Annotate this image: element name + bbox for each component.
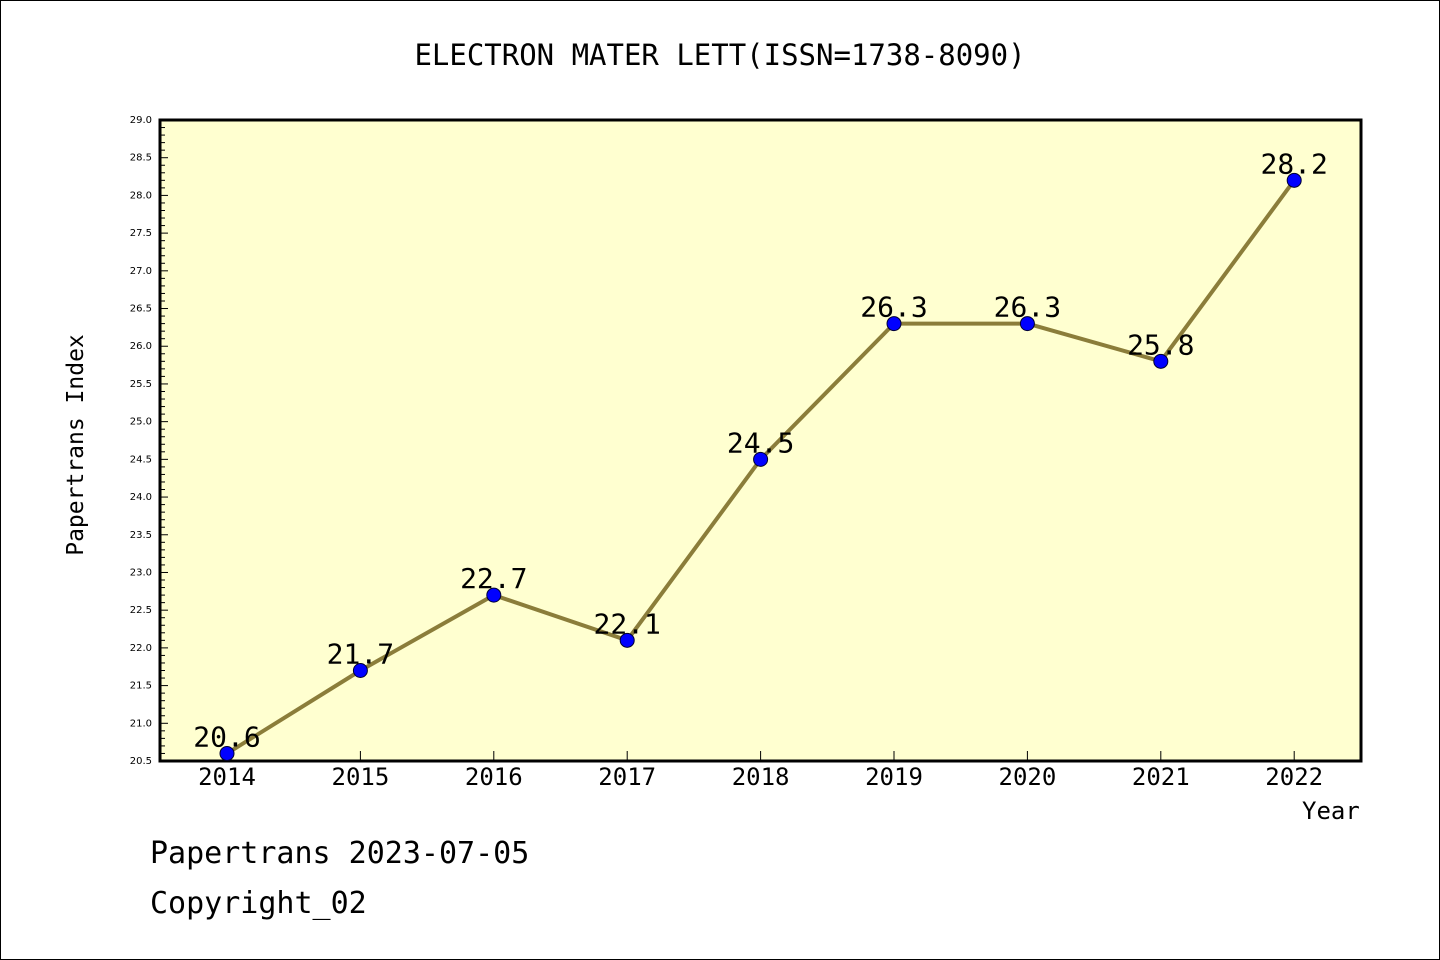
data-label: 21.7 bbox=[327, 638, 394, 671]
x-tick-label: 2019 bbox=[865, 763, 923, 791]
y-tick-label: 21.0 bbox=[130, 718, 152, 729]
data-label: 22.7 bbox=[460, 562, 527, 595]
chart-title: ELECTRON MATER LETT(ISSN=1738-8090) bbox=[414, 38, 1026, 72]
x-tick-label: 2015 bbox=[332, 763, 390, 791]
data-point bbox=[1019, 316, 1035, 332]
data-label: 26.3 bbox=[860, 291, 927, 324]
x-tick-label: 2014 bbox=[198, 763, 256, 791]
data-point bbox=[219, 745, 235, 761]
y-tick-label: 23.5 bbox=[130, 530, 152, 541]
y-tick-label: 21.5 bbox=[130, 681, 152, 692]
x-tick-label: 2021 bbox=[1132, 763, 1190, 791]
y-tick-label: 25.5 bbox=[130, 379, 152, 390]
y-tick-label: 27.5 bbox=[130, 228, 152, 239]
data-label: 28.2 bbox=[1260, 147, 1327, 180]
footer-copyright: Copyright_02 bbox=[150, 886, 367, 921]
data-label: 22.1 bbox=[593, 607, 660, 640]
y-tick-label: 22.5 bbox=[130, 605, 152, 616]
plot-area bbox=[158, 118, 1363, 763]
y-tick-label: 20.5 bbox=[130, 756, 152, 767]
x-tick-label: 2020 bbox=[999, 763, 1057, 791]
x-tick-label: 2022 bbox=[1265, 763, 1323, 791]
data-label: 24.5 bbox=[727, 426, 794, 459]
data-label: 20.6 bbox=[193, 720, 260, 753]
y-tick-label: 28.0 bbox=[130, 190, 152, 201]
y-tick-label: 22.0 bbox=[130, 643, 152, 654]
data-point bbox=[886, 316, 902, 332]
data-point bbox=[1153, 353, 1169, 369]
y-tick-label: 26.0 bbox=[130, 341, 152, 352]
data-point bbox=[619, 632, 635, 648]
y-tick-label: 29.0 bbox=[130, 115, 152, 126]
footer-date: Papertrans 2023-07-05 bbox=[150, 836, 530, 871]
x-tick-label: 2018 bbox=[732, 763, 790, 791]
y-tick-label: 24.0 bbox=[130, 492, 152, 503]
y-tick-label: 28.5 bbox=[130, 153, 152, 164]
data-point bbox=[486, 587, 502, 603]
y-tick-label: 26.5 bbox=[130, 304, 152, 315]
x-tick-label: 2017 bbox=[598, 763, 656, 791]
y-tick-label: 27.0 bbox=[130, 266, 152, 277]
y-tick-label: 24.5 bbox=[130, 454, 152, 465]
x-axis-label: Year bbox=[1302, 797, 1360, 825]
data-label: 26.3 bbox=[994, 291, 1061, 324]
data-point bbox=[352, 663, 368, 679]
x-tick-label: 2016 bbox=[465, 763, 523, 791]
y-tick-label: 23.0 bbox=[130, 567, 152, 578]
data-label: 25.8 bbox=[1127, 328, 1194, 361]
data-point bbox=[753, 451, 769, 467]
data-point bbox=[1286, 172, 1302, 188]
y-tick-label: 25.0 bbox=[130, 417, 152, 428]
